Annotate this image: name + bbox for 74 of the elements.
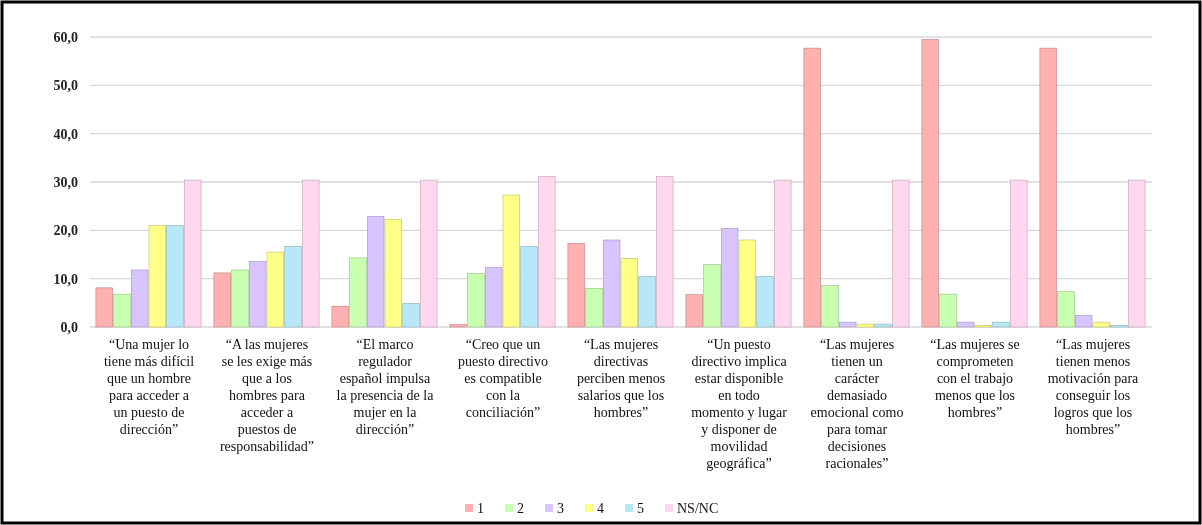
bar [685,294,703,328]
bar [502,194,520,328]
bar [585,288,603,328]
x-tick-label: “Creo que un puesto directivo es compatible con la conciliación” [458,337,548,420]
bar [1057,291,1075,328]
x-tick-label: “A las mujeres se les exige más que a los hombres para acceder a puestos de responsabilidad” [219,337,315,454]
legend-label: 2 [517,501,524,516]
bar [420,179,438,328]
bar [1039,47,1057,328]
bar [874,323,892,328]
bar [520,245,538,328]
bar [538,176,556,328]
bar [166,225,184,328]
y-tick-label: 40,0 [53,126,78,142]
x-tick-label: “Un puesto directivo implica estar disponible en todo momento y lugar y disponer de movilidad geográfica” [691,337,788,471]
bar [449,324,467,328]
bar [1010,179,1028,328]
bar [992,321,1010,328]
bar [939,293,957,328]
bar [1092,321,1110,328]
y-tick-label: 30,0 [53,174,78,190]
bar [603,239,621,328]
bar [721,228,739,328]
bar [467,273,485,328]
bar [113,293,131,328]
legend-label: 5 [637,501,644,516]
bar [738,239,756,328]
legend-label: 4 [597,501,604,516]
bar [839,321,857,328]
bar [485,267,503,328]
bar [331,305,349,328]
x-tick-label: “Las mujeres directivas perciben menos salarios que los hombres” [576,337,666,420]
legend-label: NS/NC [677,501,719,516]
x-tick-label: “Las mujeres se comprometen con el trabajo menos que los hombres” [930,337,1020,420]
bar [148,225,166,328]
bar [349,257,367,328]
bar [384,218,402,328]
bar [638,275,656,328]
bar [856,323,874,328]
x-tick-label: “Las mujeres tienen un carácter demasiado emocional como para tomar decisiones racionales” [810,337,904,471]
bar [821,285,839,328]
bar [756,275,774,328]
bar [266,251,284,328]
x-tick-label: “Las mujeres tienen menos motivación para conseguir los logros que los hombres” [1047,337,1140,437]
bar [703,264,721,328]
legend-label: 3 [557,501,564,516]
bar [95,287,113,328]
y-tick-label: 10,0 [53,271,78,287]
y-tick-label: 50,0 [53,78,78,94]
x-tick-label: “El marco regulador español impulsa la presencia de la mujer en la dirección” [336,337,435,437]
bar [402,303,420,328]
bar [284,245,302,328]
bar [620,258,638,328]
legend-label: 1 [477,501,484,516]
bar [1075,315,1093,328]
bar [921,39,939,328]
bar [367,216,385,328]
x-tick-label: “Una mujer lo tiene más difícil que un hombre para acceder a un puesto de dirección” [103,337,195,437]
bar [656,176,674,328]
bar [774,179,792,328]
bar [249,260,267,328]
bar [1128,179,1146,328]
bar [567,243,585,328]
bar [803,47,821,328]
bar [892,179,910,328]
y-tick-label: 60,0 [53,29,78,45]
bar [231,269,249,328]
y-tick-label: 20,0 [53,223,78,239]
bar [184,179,202,328]
bar [131,269,149,328]
bar [302,179,320,328]
y-tick-label: 0,0 [60,319,78,335]
bar [957,321,975,328]
bar [213,272,231,328]
